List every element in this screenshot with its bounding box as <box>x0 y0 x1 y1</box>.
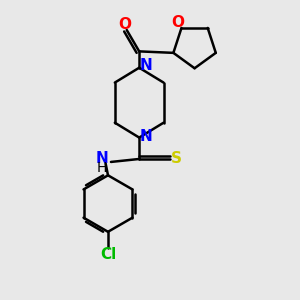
Text: O: O <box>119 16 132 32</box>
Text: S: S <box>171 152 182 166</box>
Text: N: N <box>140 129 152 144</box>
Text: O: O <box>171 15 184 30</box>
Text: Cl: Cl <box>100 248 116 262</box>
Text: N: N <box>96 151 108 166</box>
Text: H: H <box>97 161 107 175</box>
Text: N: N <box>140 58 152 73</box>
